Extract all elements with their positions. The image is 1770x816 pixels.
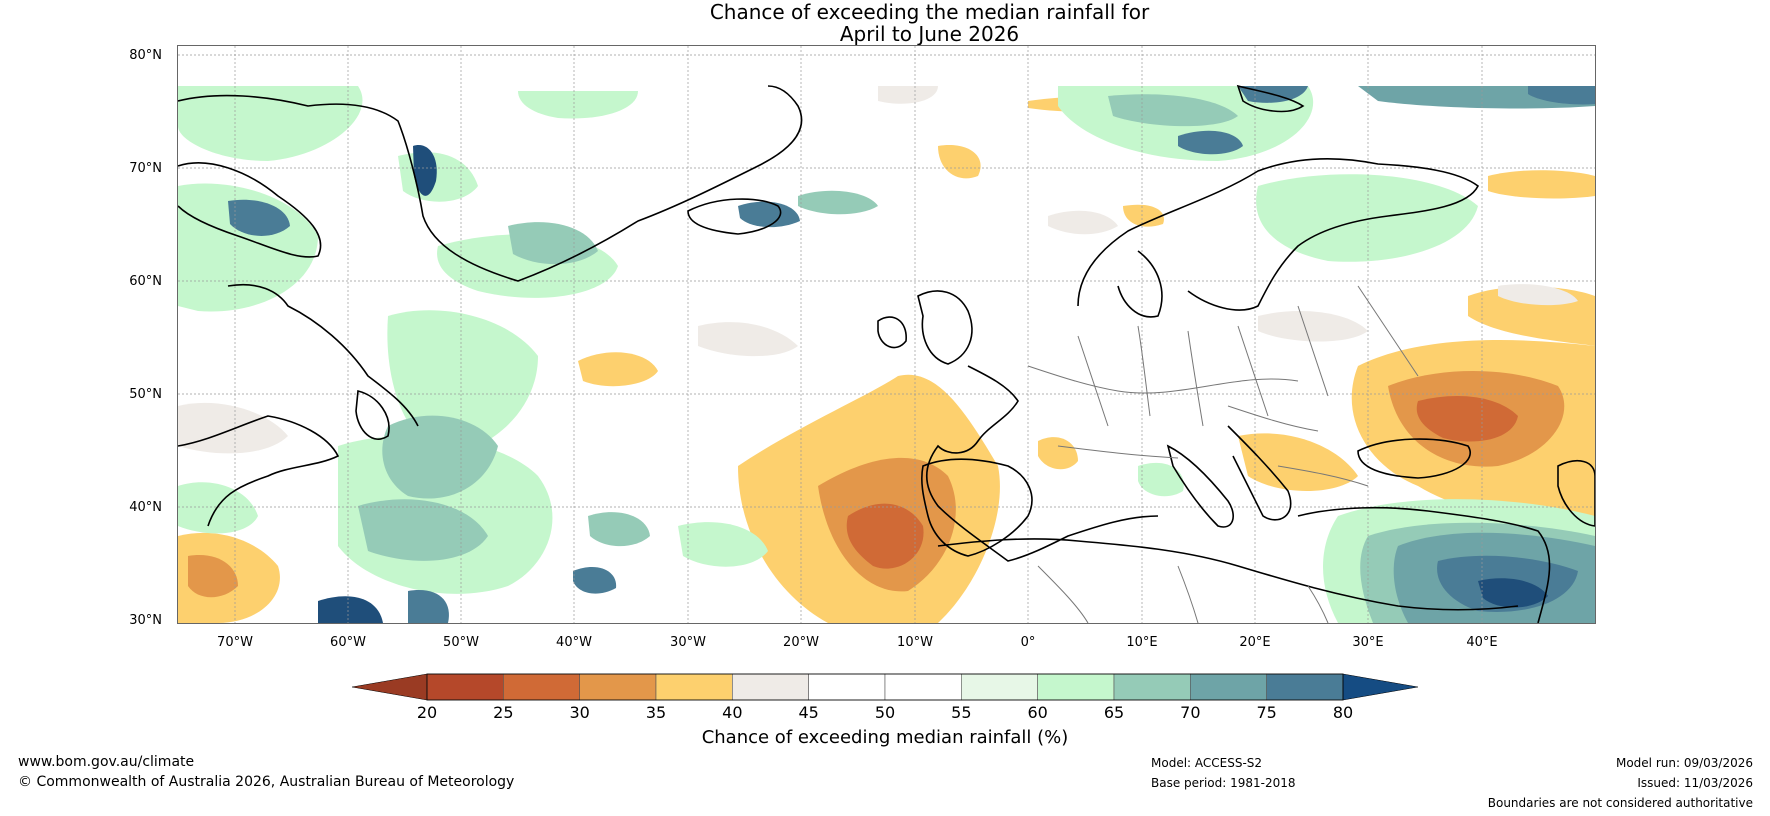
- colorbar-frame: [426, 673, 1344, 701]
- base-period-text: Base period: 1981-2018: [1151, 776, 1296, 790]
- colorbar-segment: [1266, 673, 1344, 701]
- lat-label-50n: 50°N: [129, 387, 162, 402]
- issued-text: Issued: 11/03/2026: [1637, 776, 1753, 790]
- website-link[interactable]: www.bom.gov.au/climate: [18, 754, 195, 770]
- colorbar-segment: [1113, 673, 1191, 701]
- colorbar-tick-label: 55: [951, 703, 972, 722]
- colorbar-tick-label: 80: [1332, 703, 1354, 722]
- model-text: Model: ACCESS-S2: [1151, 756, 1263, 770]
- lat-label-60n: 60°N: [129, 274, 162, 289]
- lat-label-30n: 30°N: [129, 613, 162, 628]
- coastlines: [178, 84, 1595, 623]
- map-title-line1: Chance of exceeding the median rainfall …: [709, 0, 1150, 24]
- map-title-line2: April to June 2026: [839, 22, 1020, 46]
- near-median-areas: [178, 86, 1578, 454]
- lat-label-80n: 80°N: [129, 48, 162, 63]
- lon-label-20w: 20°W: [783, 635, 819, 650]
- lon-label-10e: 10°E: [1126, 635, 1158, 650]
- lon-label-70w: 70°W: [217, 635, 253, 650]
- colorbar-tick-label: 45: [798, 703, 819, 722]
- lon-label-0: 0°: [1020, 635, 1036, 650]
- map-canvas: [178, 46, 1595, 623]
- colorbar-segment: [1037, 673, 1115, 701]
- colorbar-tick-label: 25: [493, 703, 514, 722]
- lon-label-30e: 30°E: [1352, 635, 1384, 650]
- colorbar-low-extend: [352, 673, 428, 701]
- colorbar-tick-label: 70: [1180, 703, 1201, 722]
- country-boundaries: [1027, 285, 1419, 623]
- lon-label-40e: 40°E: [1466, 635, 1498, 650]
- rainfall-probability-map: [177, 45, 1596, 624]
- colorbar-tick-label: 30: [569, 703, 590, 722]
- colorbar-segment: [961, 673, 1038, 701]
- colorbar-segment: [808, 673, 886, 701]
- model-run-text: Model run: 09/03/2026: [1615, 756, 1753, 770]
- colorbar-tick-label: 35: [645, 703, 667, 722]
- disclaimer-text: Boundaries are not considered authoritat…: [1487, 796, 1753, 810]
- lon-label-60w: 60°W: [330, 635, 366, 650]
- colorbar-tick-label: 60: [1027, 703, 1048, 722]
- colorbar: [352, 673, 1418, 701]
- lon-label-50w: 50°W: [443, 635, 479, 650]
- colorbar-segment: [655, 673, 733, 701]
- colorbar-tick-label: 20: [416, 703, 438, 722]
- colorbar-segment: [579, 673, 657, 701]
- colorbar-segment: [732, 673, 809, 701]
- lon-label-40w: 40°W: [556, 635, 592, 650]
- colorbar-label: Chance of exceeding median rainfall (%): [701, 727, 1069, 748]
- copyright-text: © Commonwealth of Australia 2026, Austra…: [18, 774, 515, 790]
- colorbar-tick-label: 75: [1256, 703, 1277, 722]
- colorbar-segment: [1190, 673, 1267, 701]
- colorbar-segment: [426, 673, 504, 701]
- graticule: [178, 46, 1595, 623]
- colorbar-tick-label: 65: [1103, 703, 1125, 722]
- lon-label-20e: 20°E: [1239, 635, 1271, 650]
- colorbar-tick-label: 50: [874, 703, 896, 722]
- colorbar-high-extend: [1342, 673, 1418, 701]
- lat-label-70n: 70°N: [129, 161, 162, 176]
- lat-label-40n: 40°N: [129, 500, 162, 515]
- lon-label-30w: 30°W: [670, 635, 706, 650]
- colorbar-tick-label: 40: [722, 703, 743, 722]
- lon-label-10w: 10°W: [897, 635, 933, 650]
- colorbar-segment: [503, 673, 580, 701]
- colorbar-segment: [884, 673, 962, 701]
- colorbar-segments: [426, 673, 1344, 701]
